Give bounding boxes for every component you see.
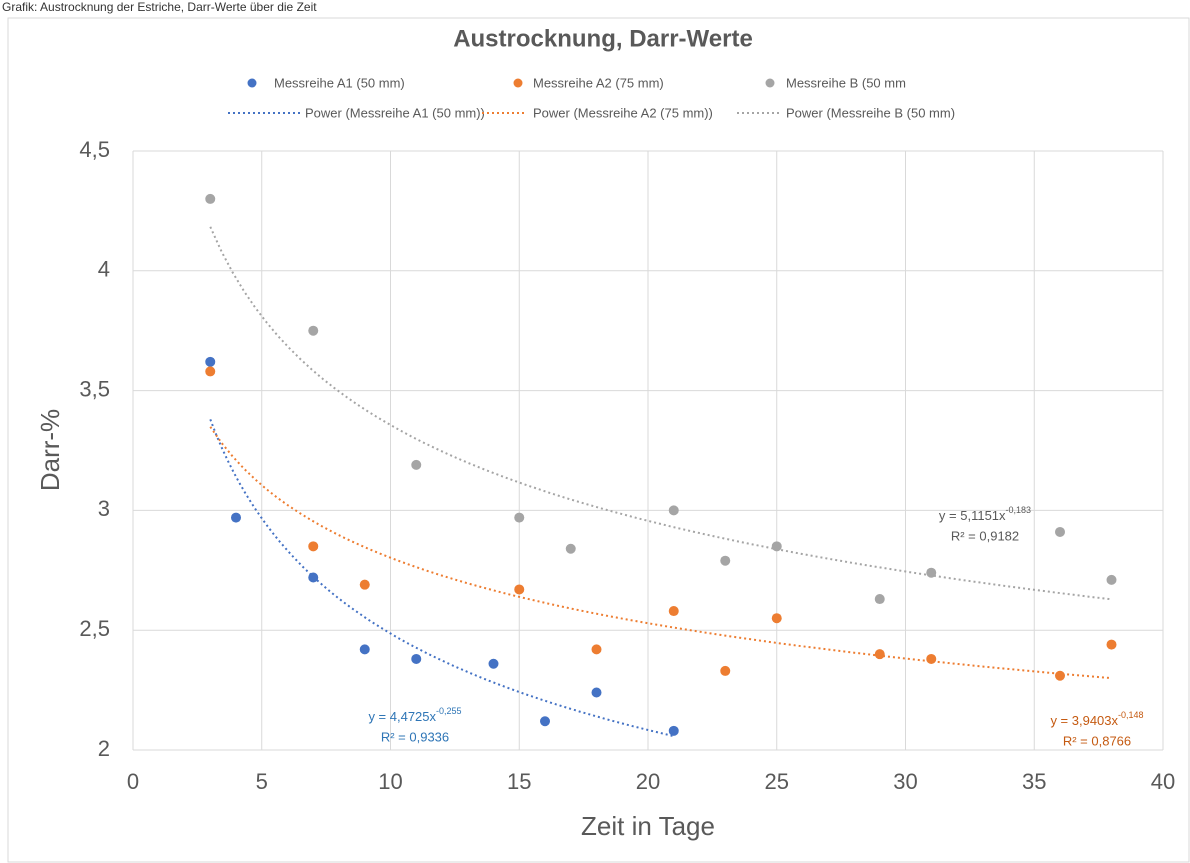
trend-equation-exponent: -0,183 xyxy=(1006,505,1032,515)
data-point xyxy=(926,653,937,664)
legend-label: Power (Messreihe B (50 mm) xyxy=(786,105,955,120)
data-point xyxy=(668,505,679,516)
data-point xyxy=(771,541,782,552)
chart-border xyxy=(7,17,1190,863)
data-point xyxy=(1106,574,1117,585)
data-point xyxy=(540,716,550,727)
trend-equation-base: y = 5,1151x xyxy=(939,508,1006,523)
data-point xyxy=(308,572,319,583)
data-point xyxy=(359,579,370,590)
trend-equation: y = 5,1151x-0,183 xyxy=(939,505,1031,523)
data-point xyxy=(1055,670,1065,681)
data-point xyxy=(359,644,370,655)
data-point xyxy=(411,653,422,664)
legend-marker xyxy=(247,78,257,88)
legend-marker xyxy=(765,78,775,88)
data-point xyxy=(720,555,731,566)
trend-equation-exponent: -0,255 xyxy=(436,706,462,716)
x-axis-title: Zeit in Tage xyxy=(581,811,715,841)
legend-label: Messreihe A2 (75 mm) xyxy=(533,75,664,90)
y-tick-label: 4,5 xyxy=(79,137,110,162)
y-tick-label: 4 xyxy=(98,257,110,282)
trend-equation-base: y = 3,9403x xyxy=(1050,713,1118,728)
trend-equation-exponent: -0,148 xyxy=(1118,710,1144,720)
x-tick-label: 15 xyxy=(507,769,531,794)
data-point xyxy=(668,606,679,617)
legend-marker xyxy=(513,78,523,88)
x-tick-label: 20 xyxy=(636,769,660,794)
x-tick-label: 0 xyxy=(127,769,139,794)
trend-r2: R² = 0,9336 xyxy=(381,729,449,744)
trend-r2: R² = 0,8766 xyxy=(1063,733,1131,748)
data-point xyxy=(771,613,782,624)
caption: Grafik: Austrocknung der Estriche, Darr-… xyxy=(2,0,317,14)
trend-equation: y = 4,4725x-0,255 xyxy=(368,706,461,724)
data-point xyxy=(874,594,885,605)
y-tick-label: 2,5 xyxy=(79,616,110,641)
y-tick-label: 2 xyxy=(98,736,110,761)
data-point xyxy=(874,649,885,660)
x-tick-label: 30 xyxy=(893,769,917,794)
data-point xyxy=(720,665,731,676)
trendline xyxy=(209,426,1112,680)
x-tick-label: 40 xyxy=(1151,769,1175,794)
y-tick-label: 3 xyxy=(98,496,110,521)
data-point xyxy=(1055,526,1065,537)
legend-label: Messreihe B (50 mm xyxy=(786,75,906,90)
legend-label: Power (Messreihe A1 (50 mm)) xyxy=(305,105,485,120)
data-point xyxy=(1106,639,1117,650)
trend-equation-base: y = 4,4725x xyxy=(368,709,436,724)
data-point xyxy=(926,567,937,578)
x-tick-label: 25 xyxy=(765,769,789,794)
data-point xyxy=(308,541,319,552)
data-point xyxy=(205,366,216,377)
legend-label: Power (Messreihe A2 (75 mm)) xyxy=(533,105,713,120)
data-point xyxy=(514,512,525,523)
data-point xyxy=(488,658,499,669)
trendline xyxy=(209,419,675,738)
data-point xyxy=(308,325,319,336)
data-point xyxy=(565,543,576,554)
data-point xyxy=(205,356,216,367)
legend-label: Messreihe A1 (50 mm) xyxy=(274,75,405,90)
data-point xyxy=(591,644,602,655)
data-point xyxy=(591,687,602,698)
data-point xyxy=(411,459,422,470)
data-point xyxy=(668,725,679,736)
x-tick-label: 5 xyxy=(256,769,268,794)
trend-r2: R² = 0,9182 xyxy=(951,528,1019,543)
y-axis-title: Darr-% xyxy=(35,409,65,491)
data-point xyxy=(205,193,216,204)
x-tick-label: 10 xyxy=(378,769,402,794)
x-tick-label: 35 xyxy=(1022,769,1046,794)
chart-title: Austrocknung, Darr-Werte xyxy=(453,25,753,52)
trend-equation: y = 3,9403x-0,148 xyxy=(1050,710,1143,728)
y-tick-label: 3,5 xyxy=(79,376,110,401)
data-point xyxy=(231,512,241,523)
data-point xyxy=(514,584,525,595)
